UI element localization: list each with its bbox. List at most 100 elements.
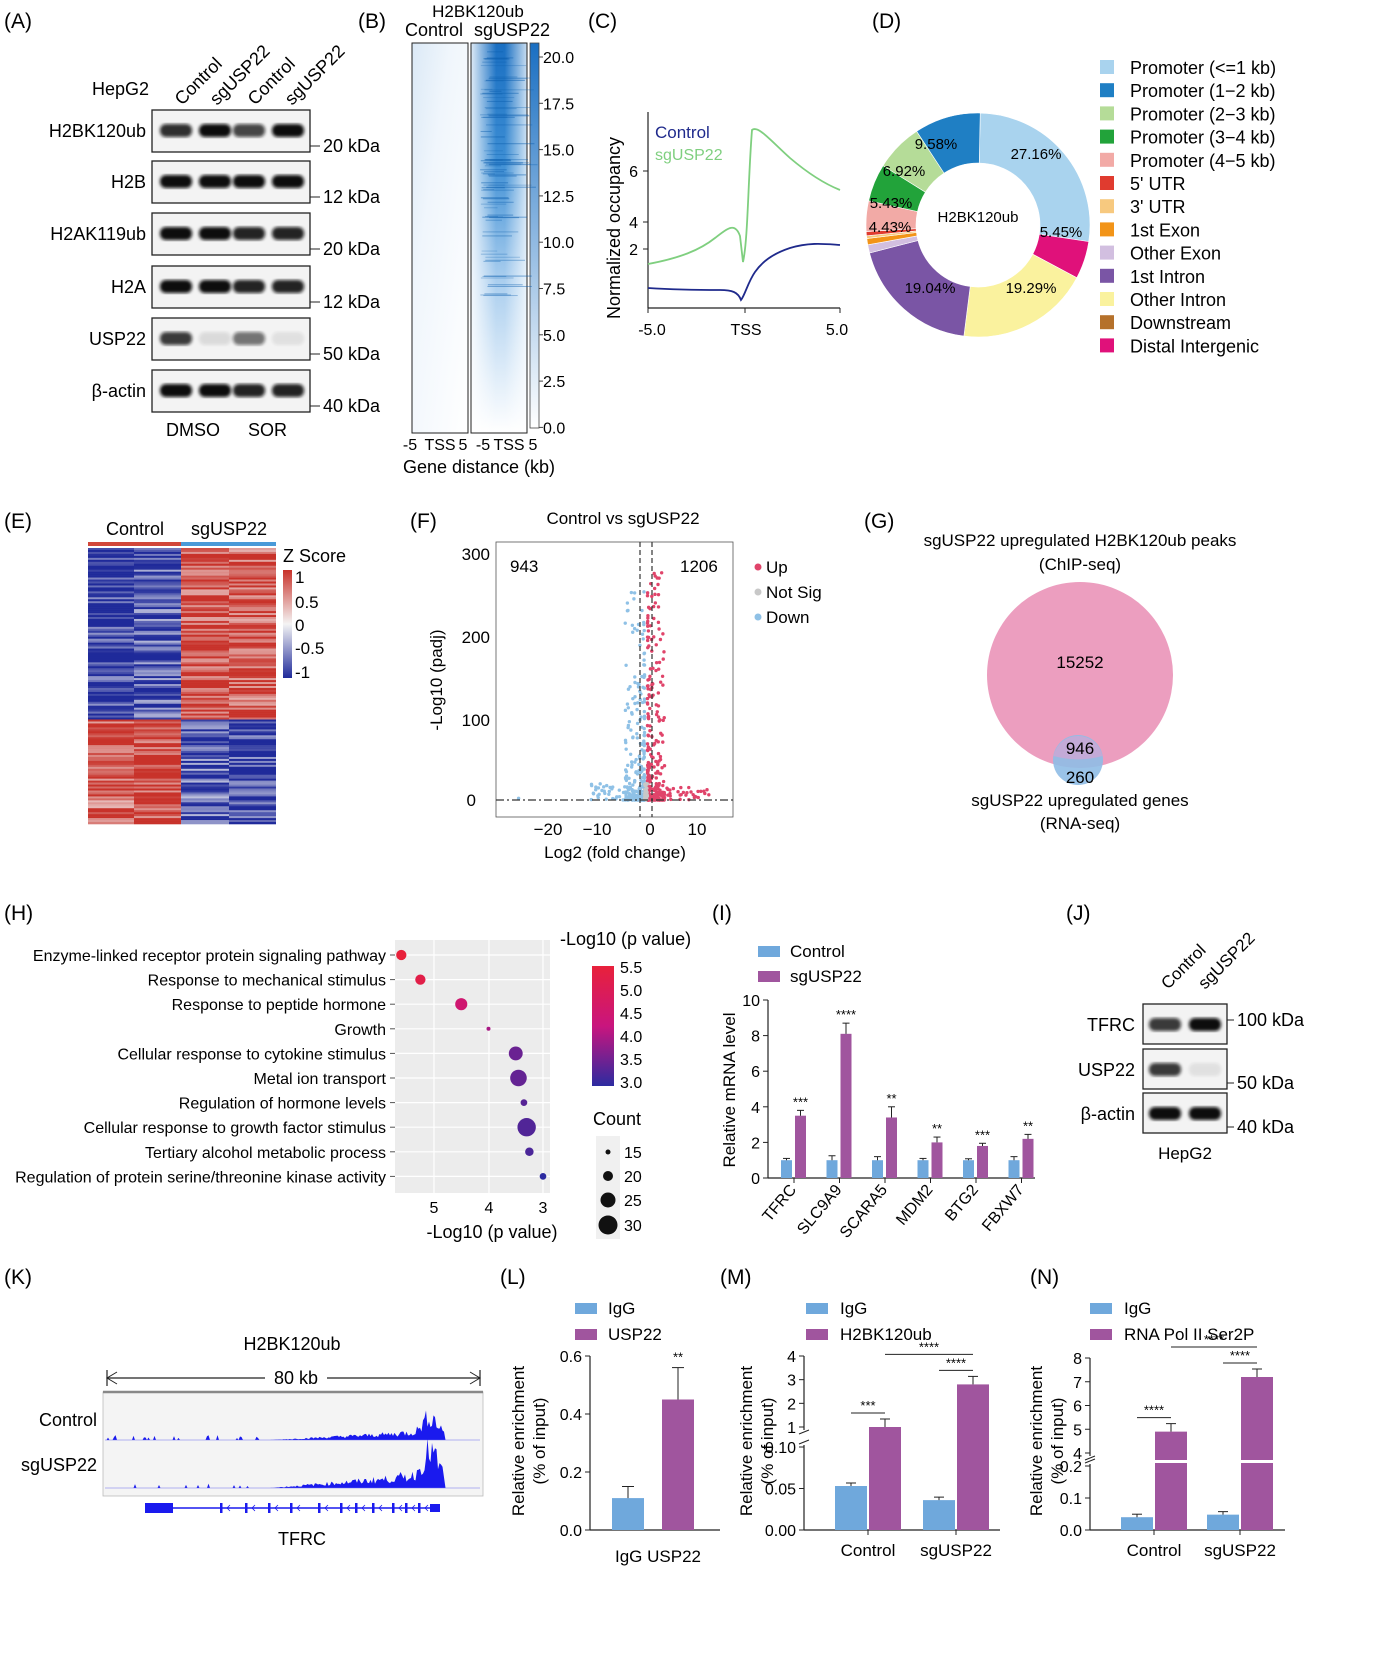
heat-cell	[181, 632, 229, 636]
heat-cell	[88, 585, 134, 588]
heat-cell	[229, 583, 276, 586]
heat-cell	[88, 636, 134, 639]
heat-cell	[134, 573, 181, 576]
volcano-point	[645, 696, 650, 701]
volcano-point	[624, 747, 628, 751]
legend-swatch	[1100, 60, 1114, 74]
volcano-point	[699, 789, 703, 794]
heat-cell	[229, 713, 276, 716]
heat-cell	[181, 613, 229, 616]
volcano-point	[624, 740, 628, 745]
heat-cell	[88, 632, 134, 636]
heat-cell	[88, 802, 134, 805]
volcano-point	[658, 772, 663, 776]
heat-cell	[88, 577, 134, 580]
heat-cell	[134, 755, 181, 758]
heat-cell	[88, 571, 134, 574]
panel-n: (N) IgG RNA Pol II Ser2P 0.0 0.1 0.24 5 6 7 8 C…	[1027, 1266, 1285, 1560]
heat-cell	[181, 792, 229, 795]
volcano-point	[629, 728, 633, 732]
volcano-point	[634, 795, 639, 799]
heat-cell	[134, 587, 181, 590]
volcano-point	[656, 592, 661, 597]
heat-cell	[181, 654, 229, 657]
significance-mark: ****	[1144, 1403, 1164, 1418]
heat-cell	[229, 601, 276, 604]
heat-cell	[181, 800, 229, 803]
heat-cell	[181, 575, 229, 578]
chip-qpcr-broken-bars: 0.0 0.1 0.24 5 6 7 8 Control sgUSP22 **** **** ****	[1060, 1332, 1285, 1560]
volcano-point	[689, 790, 693, 794]
heat-streak	[483, 260, 501, 262]
volcano-point	[655, 710, 659, 714]
significance-mark: ****	[1230, 1348, 1250, 1363]
heat-cell	[88, 725, 134, 728]
volcano-point	[646, 716, 651, 721]
volcano-point	[644, 782, 649, 786]
kda-label: 12 kDa	[323, 187, 381, 207]
volcano-point	[629, 760, 634, 764]
heat-cell	[181, 778, 229, 781]
heat-streak	[487, 113, 507, 115]
volcano-point	[642, 733, 646, 737]
y-tick-label: 0.2	[1060, 1459, 1082, 1476]
heat-cell	[181, 559, 229, 563]
volcano-point	[666, 793, 670, 797]
blot-row-label: H2A	[111, 277, 146, 297]
heat-cell	[181, 593, 229, 596]
bar-control	[917, 1160, 929, 1178]
volcano-point	[652, 586, 657, 591]
x-axis-label: Log2 (fold change)	[544, 843, 686, 862]
volcano-frame	[495, 541, 734, 818]
heat-cell	[229, 646, 276, 649]
heat-cell	[134, 713, 181, 716]
x-tick-label: MDM2	[893, 1182, 936, 1229]
legend-h2bk120ub: H2BK120ub	[840, 1325, 932, 1344]
term-label: Metal ion transport	[253, 1071, 386, 1088]
heat-cell	[229, 587, 276, 590]
y-axis-label-unit: (% of input)	[758, 1398, 777, 1485]
volcano-point	[654, 776, 658, 780]
heat-cell	[181, 605, 229, 608]
heat-cell	[229, 622, 276, 626]
volcano-point	[646, 733, 650, 737]
heat-cell	[229, 682, 276, 685]
volcano-point	[635, 628, 639, 633]
legend-swatch	[1100, 106, 1114, 121]
volcano-point	[657, 627, 661, 631]
volcano-point	[671, 786, 676, 791]
heat-cell	[134, 749, 181, 752]
heat-cell	[229, 818, 276, 821]
volcano-point	[645, 594, 650, 598]
heat-streak	[489, 90, 502, 92]
volcano-point	[624, 790, 628, 795]
legend-label: Promoter (4−5 kb)	[1130, 151, 1276, 171]
heat-cell	[229, 786, 276, 789]
volcano-point	[632, 793, 636, 797]
bar-control	[1008, 1160, 1020, 1178]
heat-cell	[229, 668, 276, 671]
heat-cell	[229, 745, 276, 748]
x-ticks: -5 TSS 5 -5 TSS 5	[403, 437, 538, 454]
volcano-point	[652, 743, 656, 747]
heat-cell	[229, 577, 276, 580]
volcano-point	[654, 703, 658, 707]
heat-cell	[229, 557, 276, 561]
heat-cell	[88, 553, 134, 557]
volcano-point	[638, 689, 642, 693]
heat-cell	[181, 548, 229, 551]
legend-swatch	[1100, 129, 1114, 144]
volcano-point	[646, 712, 650, 716]
legend-igg-swatch	[1090, 1303, 1112, 1314]
blot-band	[160, 227, 192, 240]
volcano-point	[625, 702, 630, 706]
volcano-point	[643, 790, 648, 794]
heat-cell	[134, 725, 181, 728]
volcano-point	[640, 766, 644, 770]
blot-band	[1149, 1107, 1181, 1120]
volcano-point	[596, 794, 600, 798]
volcano-point	[628, 785, 632, 789]
legend-control: Control	[655, 123, 710, 142]
volcano-point	[654, 712, 659, 717]
heat-streak	[482, 61, 507, 63]
